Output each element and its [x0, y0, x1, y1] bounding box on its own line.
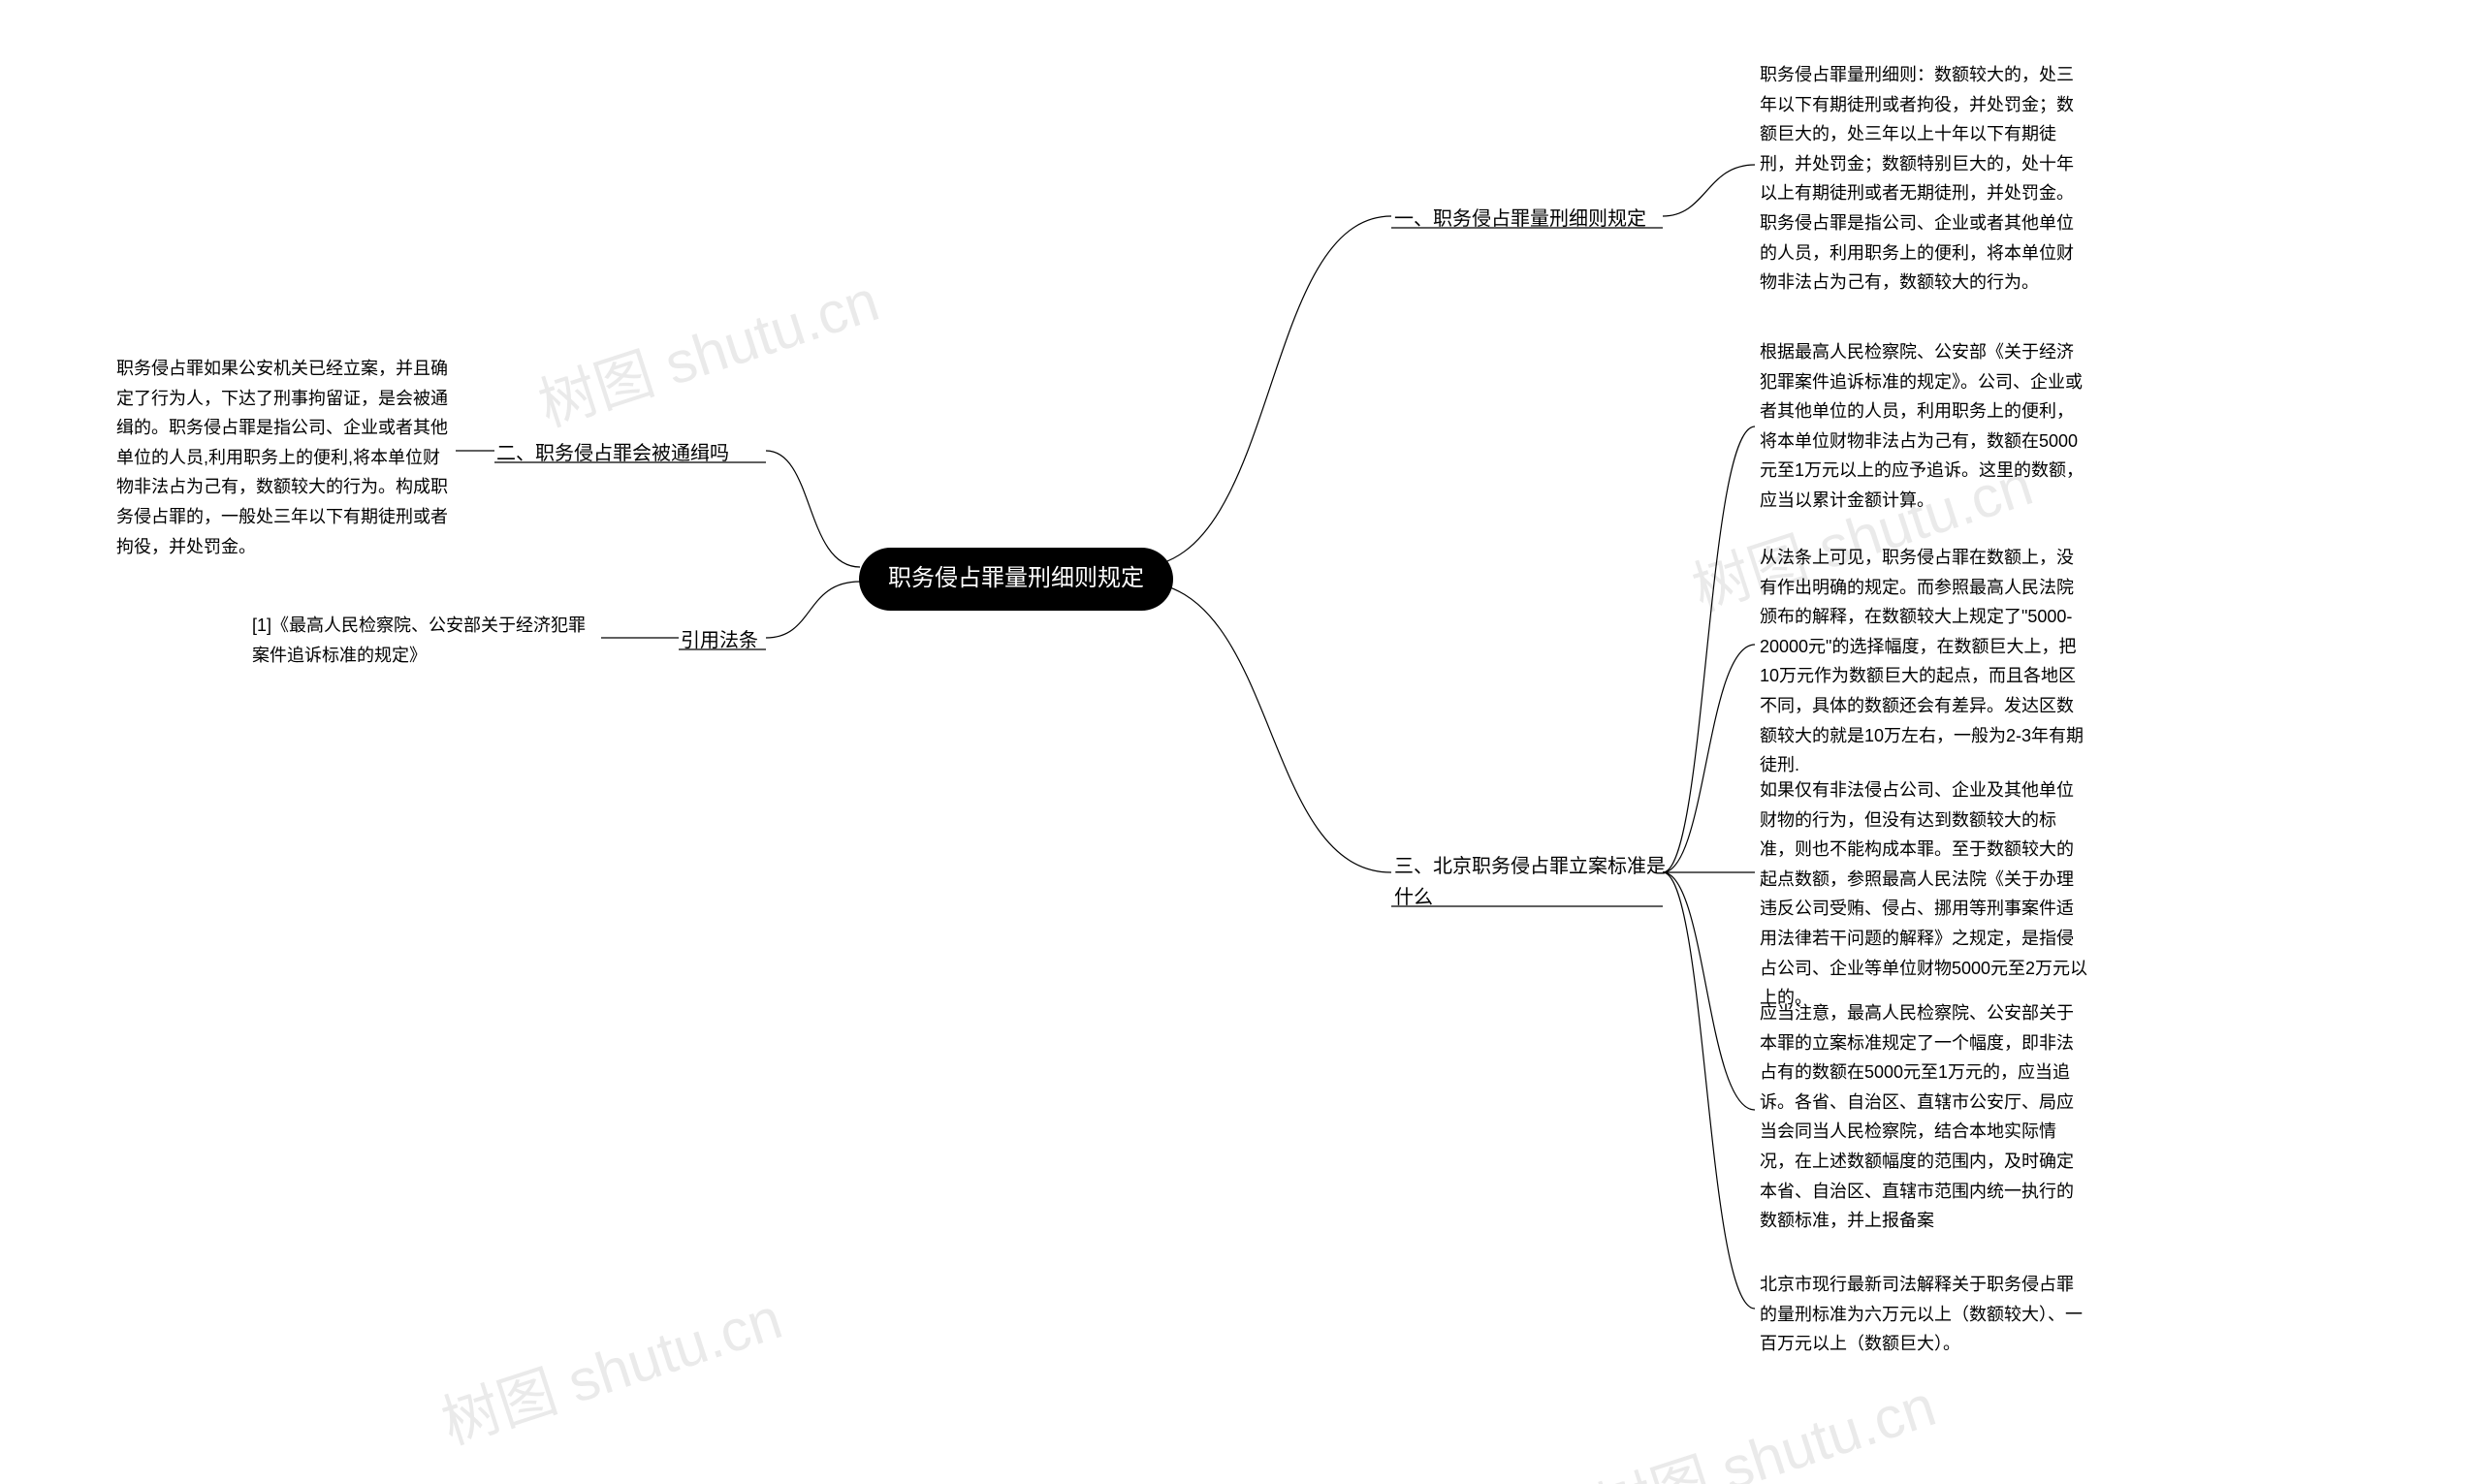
branch-3-leaf-3: 如果仅有非法侵占公司、企业及其他单位财物的行为，但没有达到数额较大的标准，则也不… — [1760, 775, 2089, 1013]
branch-2-leaf: 职务侵占罪如果公安机关已经立案，并且确定了行为人，下达了刑事拘留证，是会被通缉的… — [116, 354, 456, 561]
mindmap-root: 职务侵占罪量刑细则规定 — [859, 548, 1173, 611]
watermark: 树图 shutu.cn — [1583, 1359, 1945, 1484]
branch-3-leaf-5: 北京市现行最新司法解释关于职务侵占罪的量刑标准为六万元以上（数额较大）、一百万元… — [1760, 1270, 2089, 1359]
branch-3-leaf-2: 从法条上可见，职务侵占罪在数额上，没有作出明确的规定。而参照最高人民法院颁布的解… — [1760, 543, 2089, 780]
watermark: 树图 shutu.cn — [526, 254, 888, 443]
branch-3: 三、北京职务侵占罪立案标准是什么 — [1394, 851, 1666, 913]
connector-layer — [0, 0, 2482, 1484]
branch-ref-leaf: [1]《最高人民检察院、公安部关于经济犯罪案件追诉标准的规定》 — [252, 611, 601, 670]
watermark: 树图 shutu.cn — [430, 1272, 791, 1461]
branch-2: 二、职务侵占罪会被通缉吗 — [496, 438, 768, 469]
branch-1: 一、职务侵占罪量刑细则规定 — [1394, 204, 1666, 235]
branch-3-leaf-1: 根据最高人民检察院、公安部《关于经济犯罪案件追诉标准的规定》。公司、企业或者其他… — [1760, 337, 2089, 516]
branch-ref: 引用法条 — [681, 625, 768, 656]
branch-3-leaf-4: 应当注意，最高人民检察院、公安部关于本罪的立案标准规定了一个幅度，即非法占有的数… — [1760, 998, 2089, 1236]
branch-1-leaf: 职务侵占罪量刑细则：数额较大的，处三年以下有期徒刑或者拘役，并处罚金；数额巨大的… — [1760, 60, 2089, 298]
